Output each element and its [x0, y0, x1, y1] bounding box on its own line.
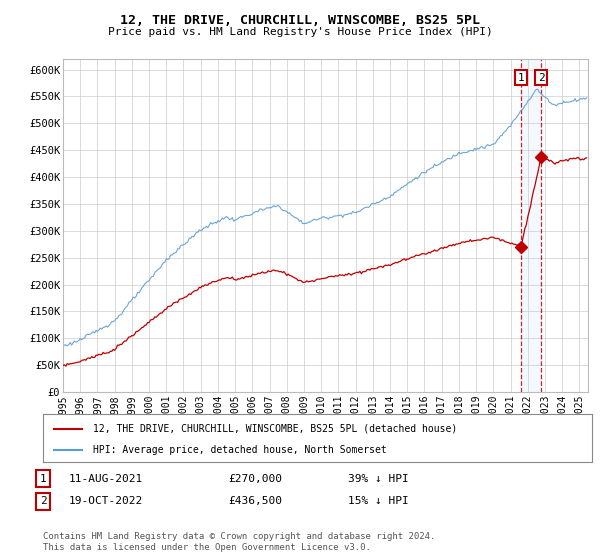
- Bar: [521, 59, 541, 392]
- Text: £270,000: £270,000: [228, 474, 282, 484]
- Text: 11-AUG-2021: 11-AUG-2021: [69, 474, 143, 484]
- Text: 12, THE DRIVE, CHURCHILL, WINSCOMBE, BS25 5PL: 12, THE DRIVE, CHURCHILL, WINSCOMBE, BS2…: [120, 14, 480, 27]
- Text: Contains HM Land Registry data © Crown copyright and database right 2024.
This d: Contains HM Land Registry data © Crown c…: [43, 532, 436, 552]
- Text: 15% ↓ HPI: 15% ↓ HPI: [348, 496, 409, 506]
- Text: HPI: Average price, detached house, North Somerset: HPI: Average price, detached house, Nort…: [92, 445, 386, 455]
- Text: 1: 1: [518, 73, 524, 83]
- Text: 39% ↓ HPI: 39% ↓ HPI: [348, 474, 409, 484]
- Text: 1: 1: [40, 474, 47, 484]
- Text: 2: 2: [538, 73, 545, 83]
- Text: £436,500: £436,500: [228, 496, 282, 506]
- Text: 12, THE DRIVE, CHURCHILL, WINSCOMBE, BS25 5PL (detached house): 12, THE DRIVE, CHURCHILL, WINSCOMBE, BS2…: [92, 424, 457, 433]
- Text: Price paid vs. HM Land Registry's House Price Index (HPI): Price paid vs. HM Land Registry's House …: [107, 27, 493, 37]
- Text: 19-OCT-2022: 19-OCT-2022: [69, 496, 143, 506]
- Text: 2: 2: [40, 496, 47, 506]
